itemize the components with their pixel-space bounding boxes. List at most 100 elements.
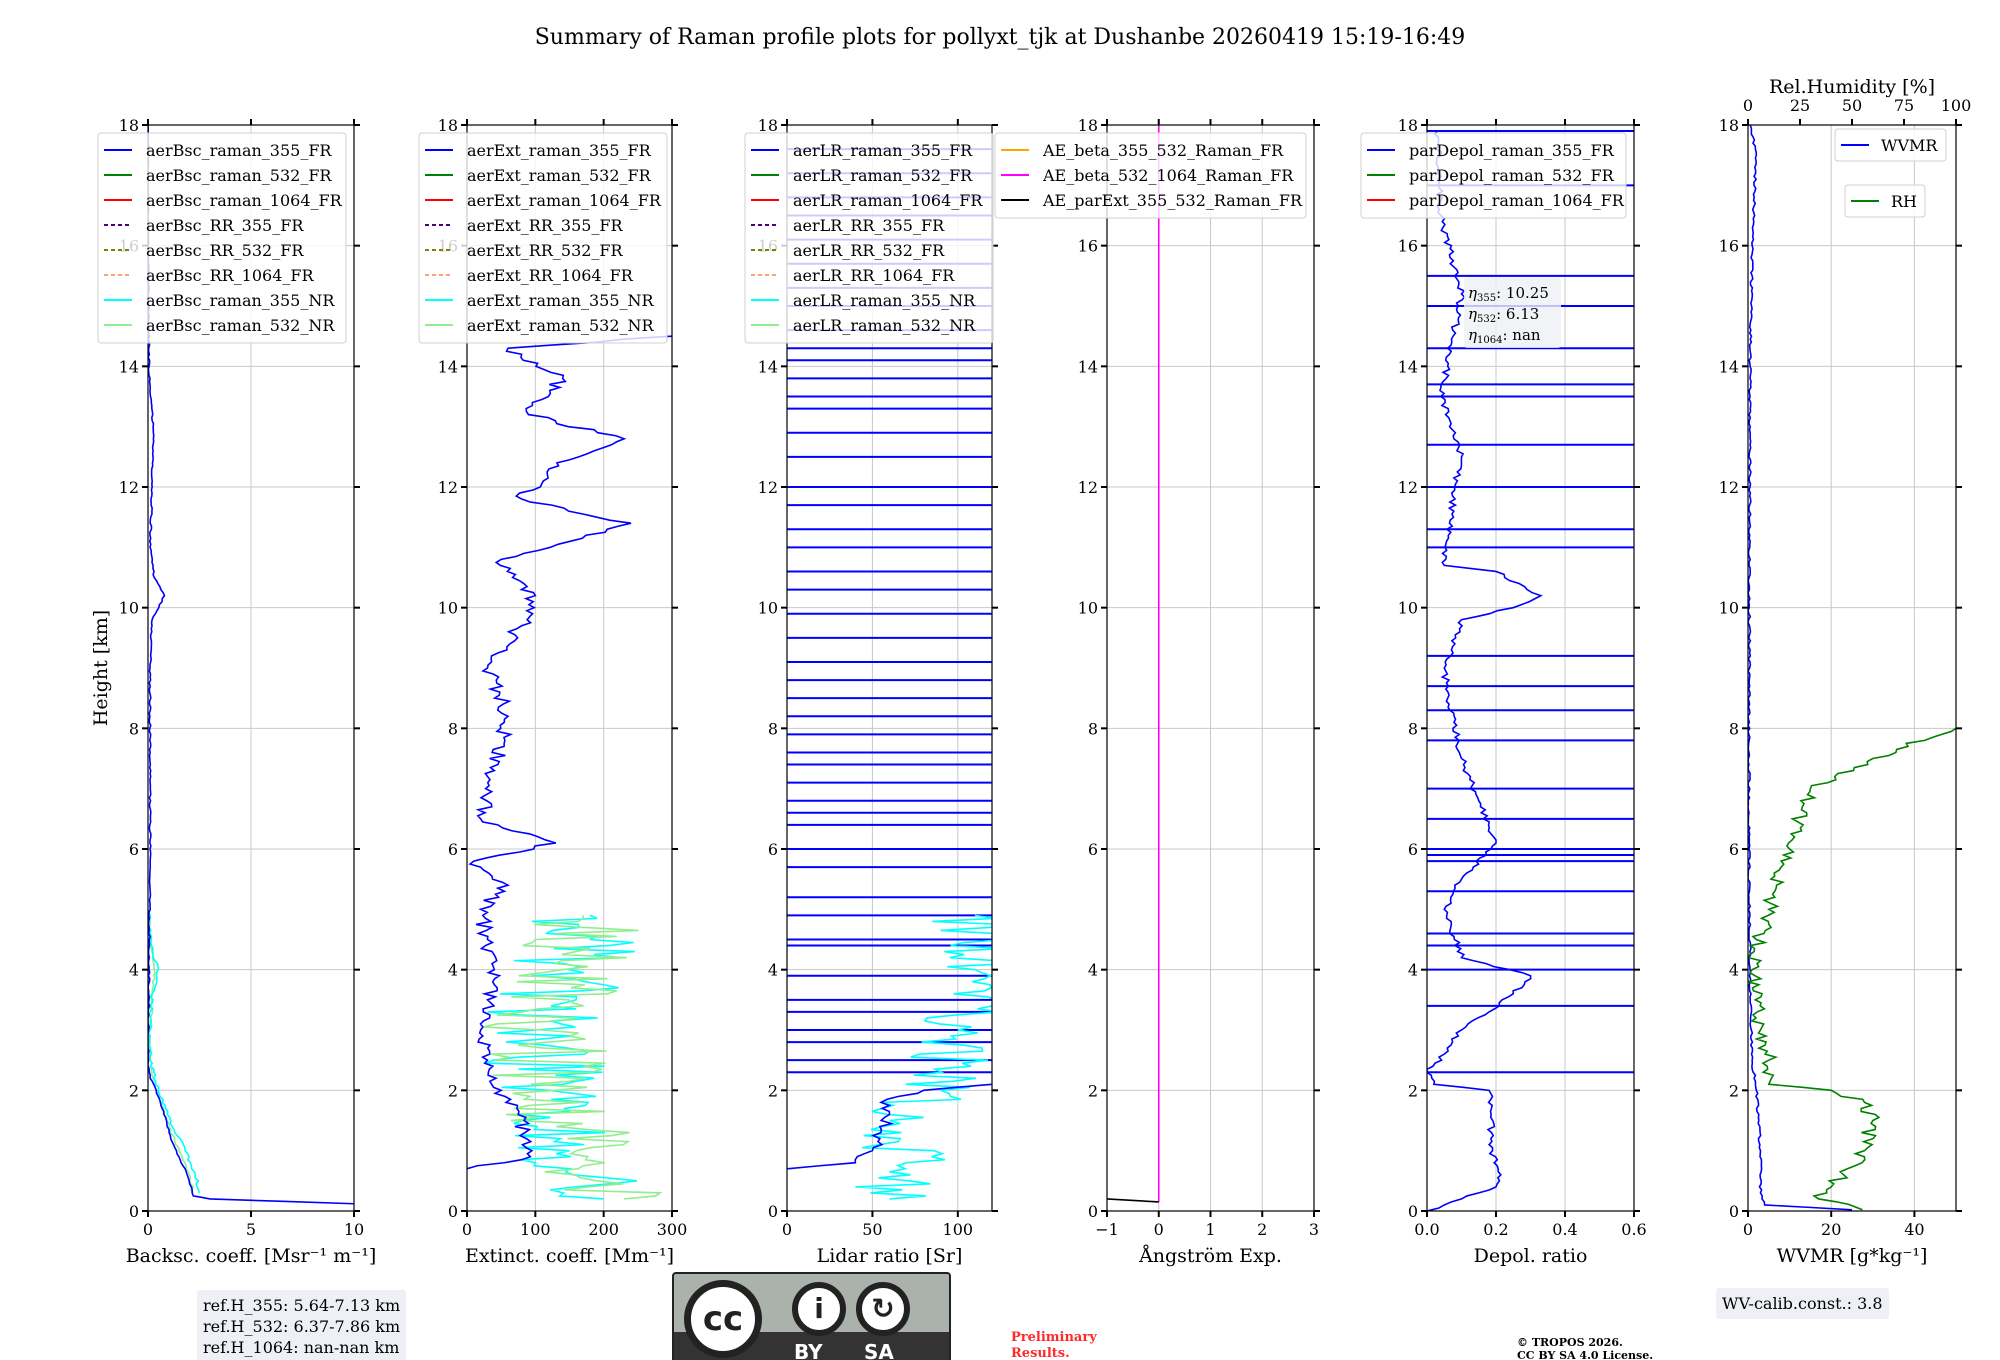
y-tick-label: 18	[119, 116, 139, 135]
x-tick-label: 10	[344, 1220, 364, 1239]
y-tick-label: 12	[1078, 478, 1098, 497]
copyright-note: © TROPOS 2026. CC BY SA 4.0 License.	[1517, 1336, 1653, 1360]
y-tick-label: 8	[129, 719, 139, 738]
y-tick-label: 14	[1719, 357, 1739, 376]
y-tick-label: 2	[129, 1081, 139, 1100]
x-tick-label: 40	[1904, 1220, 1924, 1239]
sa-label: SA	[864, 1340, 894, 1360]
y-tick-label: 14	[119, 357, 139, 376]
x-tick-label: 3	[1309, 1220, 1319, 1239]
legend-label: aerBsc_raman_355_FR	[146, 141, 332, 160]
legend-label: aerExt_RR_1064_FR	[467, 266, 634, 285]
legend-label: aerLR_RR_1064_FR	[793, 266, 955, 285]
y-tick-label: 10	[1398, 599, 1418, 618]
preliminary-note: Preliminary Results.	[1011, 1330, 1097, 1360]
legend-box	[1834, 128, 1947, 162]
y-tick-label: 6	[1088, 840, 1098, 859]
y-tick-label: 0	[768, 1202, 778, 1221]
y-tick-label: 8	[1088, 719, 1098, 738]
x-tick-label: 20	[1821, 1220, 1841, 1239]
copyright-line-1: © TROPOS 2026.	[1517, 1336, 1623, 1349]
top-x-tick-label: 75	[1894, 96, 1914, 115]
y-tick-label: 2	[1408, 1081, 1418, 1100]
legend-box	[97, 132, 347, 344]
axes-frame	[1426, 124, 1635, 1212]
plot-area	[1107, 125, 1160, 1203]
legend-box	[994, 132, 1307, 219]
x-tick-label: 100	[520, 1220, 551, 1239]
legend-label: aerExt_raman_355_FR	[467, 141, 652, 160]
y-tick-label: 4	[448, 961, 458, 980]
legend: aerBsc_raman_355_FR aerBsc_raman_532_FRae…	[97, 132, 347, 344]
legend-box	[744, 132, 994, 344]
y-tick-label: 10	[1719, 599, 1739, 618]
x-tick-label: 0	[462, 1220, 472, 1239]
series-WVMR	[1748, 125, 1853, 1211]
reference-height-box: ref.H_355: 5.64-7.13 km ref.H_532: 6.37-…	[197, 1290, 407, 1360]
legend-label: aerBsc_raman_532_FR	[146, 166, 332, 185]
x-tick-label: 0.4	[1552, 1220, 1577, 1239]
series-AE_parExt_355_532_Raman_FR	[1107, 1198, 1159, 1203]
y-tick-label: 14	[438, 357, 458, 376]
y-tick-label: 2	[1729, 1081, 1739, 1100]
legend-label: AE_beta_355_532_Raman_FR	[1042, 141, 1284, 160]
series-aerExt_raman_355_NR	[485, 914, 638, 1200]
legend-label: AE_beta_532_1064_Raman_FR	[1042, 166, 1294, 185]
panel-depol: 0.0 0.2 0.4 0.6 0 2 4 6 8 10 12 14 16 18 Depol. ratio p…	[1360, 116, 1647, 1267]
legend: aerLR_raman_355_FR aerLR_raman_532_FR aerL…	[744, 132, 994, 344]
y-tick-label: 4	[768, 961, 778, 980]
axes-frame	[147, 124, 355, 1212]
y-tick-label: 16	[1719, 237, 1739, 256]
legend-label: aerExt_raman_355_NR	[467, 291, 655, 310]
y-tick-label: 10	[119, 599, 139, 618]
y-tick-label: 18	[758, 116, 778, 135]
legend-label: RH	[1891, 192, 1917, 211]
x-tick-label: 0	[143, 1220, 153, 1239]
x-tick-label: 100	[943, 1220, 974, 1239]
legend-label: aerLR_raman_532_NR	[793, 316, 976, 335]
y-tick-label: 6	[1729, 840, 1739, 859]
y-tick-label: 18	[438, 116, 458, 135]
y-tick-label: 10	[1078, 599, 1098, 618]
legend-label: aerBsc_raman_355_NR	[146, 291, 335, 310]
legend: aerExt_raman_355_FR aerExt_raman_532_FRae…	[418, 132, 668, 344]
y-tick-label: 12	[119, 478, 139, 497]
legend-label: AE_parExt_355_532_Raman_FR	[1042, 191, 1303, 210]
x-tick-label: 0.0	[1414, 1220, 1439, 1239]
axes-frame	[466, 124, 673, 1212]
x-axis-label: Backsc. coeff. [Msr⁻¹ m⁻¹]	[126, 1245, 377, 1267]
x-axis-label: Depol. ratio	[1474, 1245, 1588, 1267]
figure-title: Summary of Raman profile plots for polly…	[535, 25, 1466, 50]
y-tick-label: 18	[1398, 116, 1418, 135]
eta-532: η532: 6.13	[1468, 305, 1539, 325]
legend-box	[1844, 184, 1926, 218]
ref-height-532: ref.H_532: 6.37-7.86 km	[203, 1317, 401, 1336]
y-tick-label: 16	[1398, 237, 1418, 256]
y-tick-label: 16	[1078, 237, 1098, 256]
y-tick-label: 4	[129, 961, 139, 980]
y-tick-label: 14	[758, 357, 778, 376]
eta-355: η355: 10.25	[1468, 284, 1549, 304]
axes-frame	[786, 124, 993, 1212]
legend-label: aerLR_raman_532_FR	[793, 166, 973, 185]
legend-label: WVMR	[1881, 136, 1938, 155]
legend-label: aerBsc_RR_355_FR	[146, 216, 304, 235]
legend-label: aerLR_raman_1064_FR	[793, 191, 983, 210]
legend-label: parDepol_raman_355_FR	[1409, 141, 1615, 160]
x-axis-label: WVMR [g*kg⁻¹]	[1777, 1245, 1928, 1267]
y-tick-label: 6	[1408, 840, 1418, 859]
series-RH	[1748, 727, 1956, 1211]
legend-label: aerExt_raman_1064_FR	[467, 191, 662, 210]
person-icon: i	[792, 1282, 846, 1336]
legend-RH: RH	[1844, 184, 1926, 218]
y-tick-label: 4	[1729, 961, 1739, 980]
x-tick-label: 0	[1743, 1220, 1753, 1239]
ref-height-1064: ref.H_1064: nan-nan km	[203, 1338, 400, 1357]
x-axis-label: Lidar ratio [Sr]	[817, 1245, 963, 1267]
share-alike-icon: ↻	[856, 1282, 910, 1336]
panel-extinction: 0100200300024681012141618Extinct. coeff.…	[418, 116, 687, 1267]
plot-area	[1427, 130, 1634, 1211]
